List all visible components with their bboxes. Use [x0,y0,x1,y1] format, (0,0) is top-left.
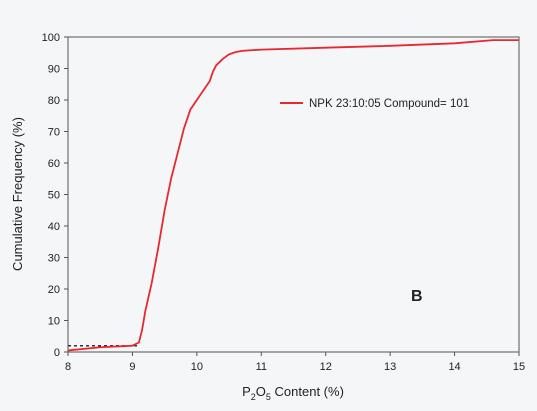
x-tick-label: 11 [256,361,267,373]
y-tick-label: 80 [48,95,60,107]
y-tick-label: 10 [48,316,60,328]
x-tick-label: 13 [384,361,396,373]
legend-label: NPK 23:10:05 Compound= 101 [309,98,469,110]
series-line-npk [67,39,519,352]
x-axis-ticks: 8 9 10 11 12 13 14 15 [65,352,525,373]
legend: NPK 23:10:05 Compound= 101 [280,98,469,110]
y-tick-label: 100 [42,32,60,44]
x-tick-label: 12 [320,361,332,373]
y-axis-ticks: 0 10 20 30 40 50 60 70 80 90 100 [42,32,68,359]
y-tick-label: 50 [48,190,60,202]
x-tick-label: 14 [448,361,460,373]
x-tick-label: 10 [191,361,203,373]
y-tick-label: 90 [48,64,60,76]
x-axis-label: P2O5 Content (%) [242,384,344,402]
y-tick-label: 0 [54,347,60,359]
y-tick-label: 20 [48,284,60,296]
y-axis-label: Cumulative Frequency (%) [10,117,25,271]
x-tick-label: 9 [129,361,135,373]
y-tick-label: 30 [48,253,60,265]
x-tick-label: 8 [65,361,71,373]
x-tick-label: 15 [513,361,525,373]
plot-area [67,36,520,353]
y-tick-label: 40 [48,221,60,233]
y-tick-label: 70 [48,127,60,139]
panel-label: B [411,288,423,305]
y-tick-label: 60 [48,158,60,170]
